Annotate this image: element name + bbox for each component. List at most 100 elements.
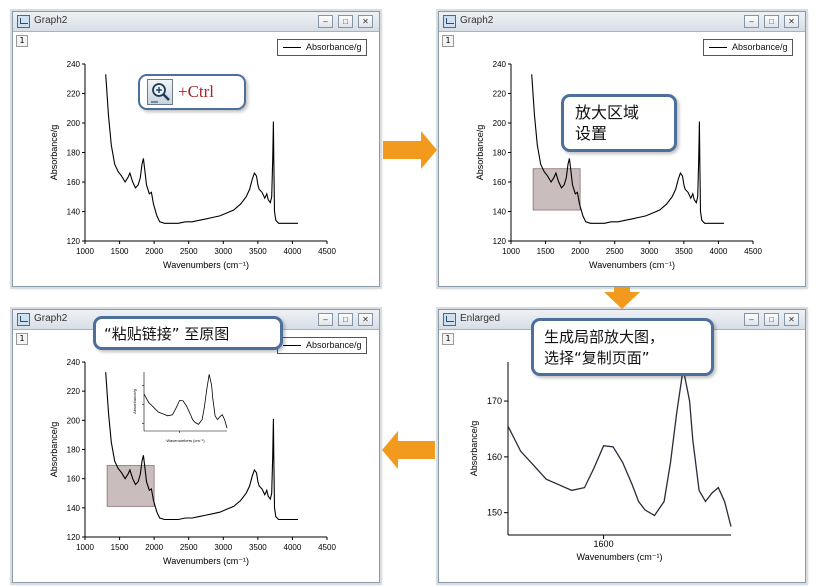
y-axis-label: Absorbance/g [132,389,137,414]
maximize-icon[interactable]: □ [764,313,779,326]
window-title: Graph2 [34,15,68,26]
graph-window-icon [443,15,456,28]
y-tick-label: 220 [67,387,81,396]
layer-indicator[interactable]: 1 [16,333,28,345]
y-tick-label: 200 [67,416,81,425]
paste-link-callout: “粘贴链接” 至原图 [93,316,283,350]
x-tick-label: 1500 [111,543,129,552]
x-tick-label: 1000 [76,543,94,552]
arrow-down-icon [604,287,640,309]
enlarged-spectrum-line [143,374,228,429]
window-title: Graph2 [460,15,494,26]
x-tick-label: 1000 [76,247,94,256]
close-icon[interactable]: ✕ [358,313,373,326]
x-tick-label: 3500 [249,543,267,552]
y-tick-label: 220 [493,90,507,99]
x-tick-label: 2000 [571,247,589,256]
y-tick-label: 140 [67,208,81,217]
window-titlebar[interactable]: Graph2 – □ ✕ [13,12,379,32]
x-tick-label: 1000 [502,247,520,256]
y-tick-label: 180 [67,149,81,158]
y-tick-label: 170 [487,396,502,406]
y-tick-label: 240 [493,60,507,69]
x-tick-label: 4000 [284,543,302,552]
callout-line-2: 选择“复制页面” [544,349,650,367]
y-tick-label: 180 [493,149,507,158]
x-tick-label: 3000 [214,247,232,256]
spectrum-chart: 1000 1500 2000 2500 3000 3500 4000 4500 120 140 16… [49,60,336,270]
arrow-left-icon [382,431,435,469]
minimize-icon[interactable]: – [744,313,759,326]
graph-window-top-right[interactable]: Graph2 – □ ✕ 1 Absorbance/g 1000 1500 2000… [438,11,806,287]
x-tick-label: 2000 [145,543,163,552]
enlarged-spectrum-chart: 1600 150 160 170 Wavenumbers (cm⁻¹) Absorbanc… [469,362,732,562]
ctrl-shortcut-label: +Ctrl [178,82,215,101]
maximize-icon[interactable]: □ [338,313,353,326]
y-tick-label: 160 [487,452,502,462]
layer-indicator[interactable]: 1 [16,35,28,47]
y-tick-label: 200 [67,119,81,128]
y-tick-label: 220 [67,90,81,99]
layer-indicator[interactable]: 1 [442,35,454,47]
spectrum-line [531,74,724,224]
y-tick-label: 120 [67,237,81,246]
callout-line-2: 设置 [575,124,608,143]
zoom-tool-icon [147,79,173,105]
y-tick-label: 160 [67,475,81,484]
x-axis-label: Wavenumbers (cm⁻¹) [163,556,249,566]
window-title: Graph2 [34,313,68,324]
y-tick-label: 140 [493,208,507,217]
chart-legend: Absorbance/g [277,39,367,56]
y-tick-label: 160 [493,178,507,187]
y-tick-label: 120 [493,237,507,246]
y-tick-label: 180 [67,446,81,455]
window-titlebar[interactable]: Graph2 – □ ✕ [439,12,805,32]
x-axis-label: Wavenumbers (cm⁻¹) [577,552,663,562]
minimize-icon[interactable]: – [318,15,333,28]
enlarged-window[interactable]: Enlarged – □ ✕ 1 1600 150 160 170 Wavenumber… [438,309,806,583]
y-tick-label: 150 [487,508,502,518]
close-icon[interactable]: ✕ [784,313,799,326]
x-tick-label: 3500 [249,247,267,256]
x-tick-label: 4000 [284,247,302,256]
x-tick-label: 2500 [180,543,198,552]
maximize-icon[interactable]: □ [764,15,779,28]
layer-indicator[interactable]: 1 [442,333,454,345]
x-tick-label: 3000 [214,543,232,552]
x-tick-label: 2500 [606,247,624,256]
graph-window-top-left[interactable]: Graph2 – □ ✕ 1 Absorbance/g 1000 1500 2000… [12,11,380,287]
x-axis-label: Wavenumbers (cm⁻¹) [163,260,249,270]
zoom-ctrl-callout: +Ctrl [138,74,246,110]
spectrum-chart-with-inset: 1000 1500 2000 2500 3000 3500 4000 4500 120 140 16… [49,358,336,566]
graph-window-bottom-left[interactable]: Graph2 – □ ✕ 1 Absorbance/g 1000 1500 2000… [12,309,380,583]
y-axis-label: Absorbance/g [49,422,59,478]
x-axis-label: Wavenumbers (cm⁻¹) [166,438,205,443]
x-tick-label: 4000 [710,247,728,256]
minimize-icon[interactable]: – [744,15,759,28]
x-tick-label: 2000 [145,247,163,256]
y-tick-label: 200 [493,119,507,128]
callout-line-1: 放大区域 [575,103,640,122]
spectrum-line [105,372,298,521]
minimize-icon[interactable]: – [318,313,333,326]
y-axis-label: Absorbance/g [469,421,479,477]
arrow-right-icon [383,131,437,169]
x-tick-label: 3000 [640,247,658,256]
x-tick-label: 4500 [744,247,762,256]
close-icon[interactable]: ✕ [784,15,799,28]
maximize-icon[interactable]: □ [338,15,353,28]
callout-line-1: 生成局部放大图， [544,328,665,346]
window-title: Enlarged [460,313,501,324]
x-tick-label: 1500 [537,247,555,256]
graph-window-icon [17,313,30,326]
enlarged-spectrum-line [507,368,732,527]
close-icon[interactable]: ✕ [358,15,373,28]
callout-line-1: “粘贴链接” 至原图 [104,325,230,343]
copy-page-callout: 生成局部放大图， 选择“复制页面” [531,318,714,376]
x-tick-label: 1500 [111,247,129,256]
graph-window-icon [17,15,30,28]
y-axis-label: Absorbance/g [49,125,59,181]
y-tick-label: 240 [67,60,81,69]
x-tick-label: 3500 [675,247,693,256]
y-axis-label: Absorbance/g [475,125,485,181]
